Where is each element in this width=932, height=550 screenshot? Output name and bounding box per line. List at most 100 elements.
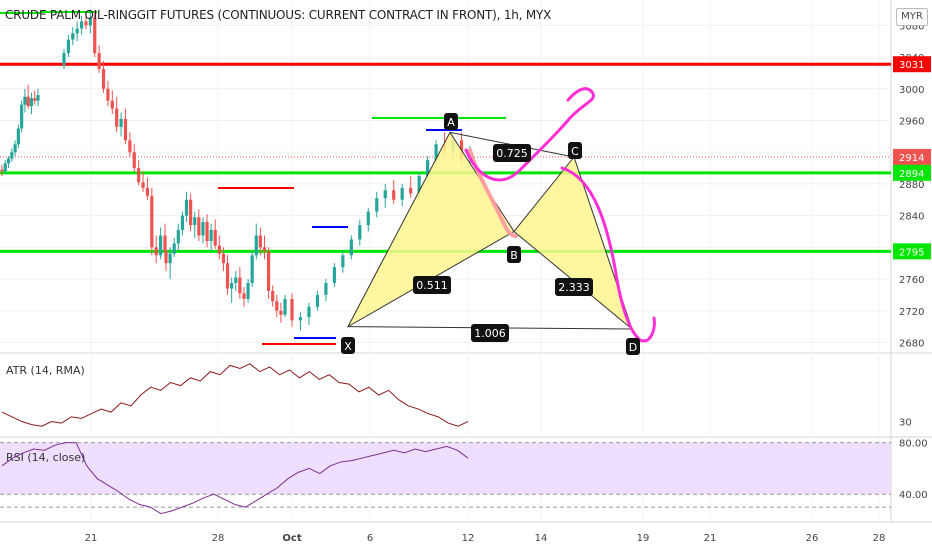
candle-body — [71, 33, 75, 40]
candle-body — [150, 195, 154, 248]
rsi-y-tick-label: 80.00 — [899, 439, 928, 450]
rsi-y-tick-label: 40.00 — [899, 490, 928, 501]
ratio-box — [493, 144, 531, 162]
candle-body — [79, 21, 84, 29]
pattern-point-c: C — [571, 145, 579, 158]
candle-body — [119, 118, 123, 127]
candle-body — [392, 190, 396, 200]
candle-body — [159, 235, 163, 256]
candle-body — [180, 215, 185, 230]
candle-body — [123, 118, 128, 141]
candle-body — [426, 160, 430, 176]
x-tick-label: 26 — [806, 533, 819, 544]
candle-body — [254, 235, 258, 256]
price-tag-box — [893, 164, 931, 181]
x-tick-label: 14 — [535, 533, 548, 544]
candle-body — [93, 17, 97, 54]
candle-body — [29, 98, 34, 107]
y-tick-label: 3000 — [899, 85, 924, 96]
candle-body — [246, 283, 250, 299]
candle-body — [324, 283, 328, 295]
rsi-line — [1, 442, 469, 515]
candle-body — [341, 255, 345, 268]
candle-body — [88, 17, 92, 26]
price-tag-label: 2894 — [899, 169, 924, 180]
candle-body — [106, 88, 110, 101]
candle-body — [33, 98, 37, 101]
candle-body — [209, 229, 213, 242]
candle-body — [75, 28, 79, 34]
candle-body — [168, 253, 172, 264]
candle-body — [290, 298, 294, 321]
candle-body — [283, 298, 287, 315]
candle-body — [230, 283, 234, 289]
candle-body — [20, 104, 24, 129]
candle-body — [163, 235, 167, 252]
price-tag-box — [893, 56, 931, 73]
currency-selector[interactable]: MYR — [896, 8, 928, 26]
candle-body — [6, 158, 11, 164]
y-tick-label: 2840 — [899, 212, 924, 223]
price-tag-label: 2795 — [899, 247, 924, 258]
rsi-indicator-label[interactable]: RSI (14, close) — [6, 451, 86, 464]
candle-body — [417, 176, 421, 194]
pattern-point-b: B — [510, 249, 518, 262]
pattern-point-d-box — [626, 338, 640, 355]
candle-body — [266, 251, 271, 291]
candle-body — [225, 263, 230, 289]
candle-body — [13, 144, 17, 153]
y-tick-label: 2880 — [899, 180, 924, 191]
y-tick-label: 2720 — [899, 307, 924, 318]
pattern-point-a-box — [444, 113, 458, 130]
candle-body — [23, 96, 27, 105]
chart-title: CRUDE PALM OIL-RINGGIT FUTURES (CONTINUO… — [5, 8, 552, 22]
candle-body — [315, 294, 320, 307]
ratio-label: 2.333 — [558, 281, 590, 294]
candle-body — [217, 245, 221, 254]
pattern-point-c-box — [568, 142, 582, 159]
candle-body — [36, 95, 40, 101]
ratio-label: 1.006 — [474, 327, 506, 340]
x-tick-label: 12 — [462, 533, 475, 544]
candle-body — [238, 277, 242, 294]
candle-body — [383, 190, 387, 199]
candle-body — [275, 301, 279, 311]
x-tick-label: 21 — [704, 533, 717, 544]
candle-body — [201, 221, 205, 236]
candle-body — [213, 229, 217, 246]
candle-body — [189, 199, 193, 226]
candle-body — [298, 317, 303, 321]
ratio-label: 0.511 — [416, 279, 448, 292]
rsi-band — [0, 442, 891, 495]
pattern-point-x-box — [341, 337, 355, 354]
x-tick-label: 28 — [873, 533, 886, 544]
candle-body — [66, 39, 70, 54]
candle-body — [115, 108, 119, 127]
candle-body — [193, 217, 197, 226]
candle-body — [3, 163, 7, 172]
candle-body — [434, 144, 438, 161]
price-tag-box — [893, 148, 931, 165]
candle-body — [137, 168, 141, 183]
x-tick-label: 19 — [637, 533, 650, 544]
y-tick-label: 3080 — [899, 21, 924, 32]
candle-body — [128, 140, 132, 153]
pattern-point-a: A — [447, 116, 455, 129]
projection-path-down — [560, 166, 656, 343]
ratio-box — [471, 324, 509, 342]
atr-indicator-label[interactable]: ATR (14, RMA) — [6, 364, 85, 377]
candle-body — [97, 53, 101, 69]
pattern-point-b-box — [507, 246, 521, 263]
candle-body — [205, 221, 209, 242]
atr-line — [1, 363, 469, 427]
candle-body — [234, 277, 238, 284]
x-tick-label: Oct — [282, 533, 301, 544]
candle-body — [409, 187, 413, 194]
ratio-label: 0.725 — [496, 147, 528, 160]
y-tick-label: 2760 — [899, 275, 924, 286]
candle-body — [145, 187, 150, 196]
candle-body — [110, 100, 114, 109]
candle-body — [375, 198, 379, 212]
candle-body — [279, 310, 283, 315]
